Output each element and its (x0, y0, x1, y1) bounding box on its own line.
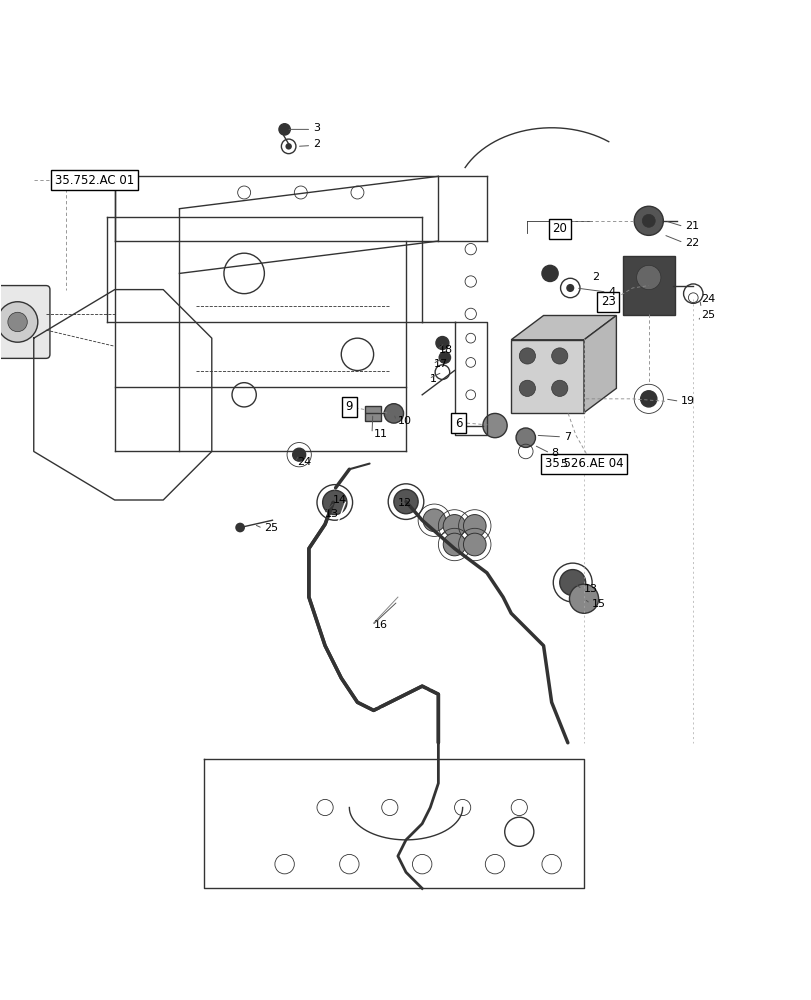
Circle shape (551, 348, 567, 364)
Text: 11: 11 (373, 429, 387, 439)
Circle shape (636, 265, 660, 290)
Text: 25: 25 (264, 523, 278, 533)
Circle shape (551, 380, 567, 396)
Text: 7: 7 (563, 432, 570, 442)
Circle shape (423, 509, 445, 532)
Text: 16: 16 (373, 620, 387, 630)
Text: 24: 24 (701, 294, 714, 304)
Circle shape (436, 337, 448, 349)
Circle shape (463, 515, 486, 537)
Circle shape (642, 214, 654, 227)
Text: 19: 19 (680, 396, 694, 406)
Circle shape (322, 490, 346, 515)
Polygon shape (511, 315, 616, 340)
Text: 3: 3 (312, 123, 320, 133)
Circle shape (463, 533, 486, 556)
Text: 15: 15 (591, 599, 605, 609)
Text: 2: 2 (312, 139, 320, 149)
Text: 25: 25 (701, 310, 714, 320)
Text: 35.526.AE 04: 35.526.AE 04 (544, 457, 623, 470)
Text: 1: 1 (430, 374, 437, 384)
Circle shape (565, 284, 573, 292)
Text: 23: 23 (600, 295, 615, 308)
Circle shape (292, 448, 305, 461)
Text: 22: 22 (684, 238, 698, 248)
Text: 6: 6 (454, 417, 461, 430)
Text: 8: 8 (551, 448, 558, 458)
FancyBboxPatch shape (0, 286, 50, 358)
Circle shape (384, 404, 403, 423)
Circle shape (235, 523, 245, 532)
FancyBboxPatch shape (364, 406, 380, 421)
FancyBboxPatch shape (622, 256, 674, 315)
Circle shape (0, 302, 38, 342)
Text: 5: 5 (559, 459, 566, 469)
Circle shape (516, 428, 534, 447)
Text: 12: 12 (397, 498, 411, 508)
Circle shape (443, 515, 466, 537)
Circle shape (519, 348, 534, 364)
Text: 14: 14 (333, 495, 347, 505)
Text: 2: 2 (591, 272, 599, 282)
Circle shape (8, 312, 28, 332)
Circle shape (569, 584, 598, 613)
Text: 35.752.AC 01: 35.752.AC 01 (55, 174, 134, 187)
Text: 4: 4 (607, 287, 615, 297)
Text: 13: 13 (583, 584, 597, 594)
Circle shape (640, 391, 656, 407)
Text: 18: 18 (438, 345, 452, 355)
Text: 21: 21 (684, 221, 698, 231)
Circle shape (439, 352, 450, 363)
Text: 9: 9 (345, 400, 353, 413)
Text: 10: 10 (397, 416, 411, 426)
Circle shape (285, 143, 291, 150)
Circle shape (483, 413, 507, 438)
Text: 13: 13 (324, 509, 339, 519)
Circle shape (633, 206, 663, 235)
Polygon shape (583, 315, 616, 413)
Text: 17: 17 (434, 359, 448, 369)
Circle shape (393, 489, 418, 514)
Circle shape (519, 380, 534, 396)
FancyBboxPatch shape (511, 340, 583, 413)
Circle shape (559, 570, 585, 595)
Text: 24: 24 (296, 457, 311, 467)
Text: 20: 20 (551, 222, 567, 235)
Circle shape (279, 124, 290, 135)
Circle shape (443, 533, 466, 556)
Circle shape (541, 265, 557, 282)
